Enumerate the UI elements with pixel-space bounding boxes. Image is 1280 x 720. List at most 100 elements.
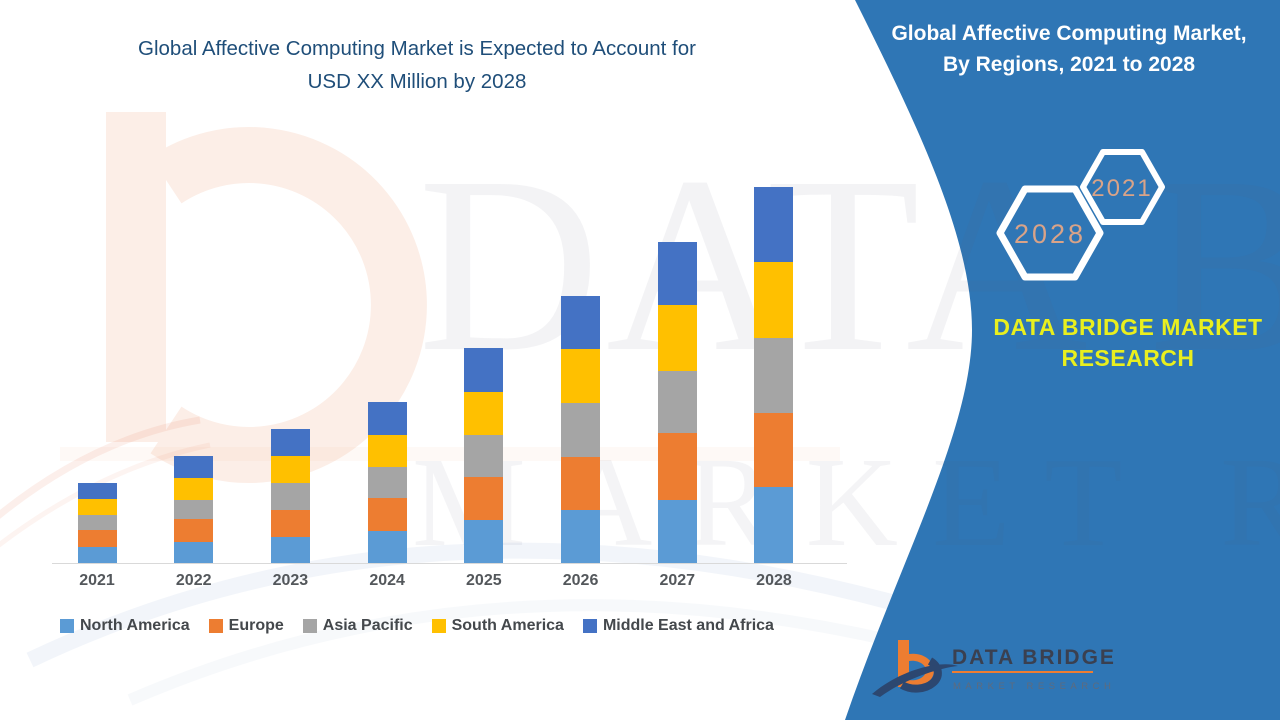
bar-2021 xyxy=(77,483,117,563)
bar-2025 xyxy=(464,348,504,563)
brand-text: DATA BRIDGE MARKET RESEARCH xyxy=(950,312,1280,374)
x-tick-label-2027: 2027 xyxy=(659,572,696,589)
legend-item-north-america: North America xyxy=(60,617,190,635)
watermark-swoosh-light xyxy=(26,542,923,668)
legend-label: South America xyxy=(451,617,564,634)
badge-year-left: 2028 xyxy=(1014,219,1086,249)
bar-segment-europe xyxy=(754,413,794,487)
legend-label: Middle East and Africa xyxy=(602,617,774,634)
logo-name: DATA BRIDGE xyxy=(952,646,1116,669)
panel-title: Global Affective Computing Market, By Re… xyxy=(870,18,1268,80)
logo-swoosh-icon xyxy=(872,664,958,697)
legend-item-asia-pacific: Asia Pacific xyxy=(302,617,413,635)
bar-2027 xyxy=(657,242,697,563)
bar-segment-north-america xyxy=(270,537,310,563)
x-tick-label-2024: 2024 xyxy=(369,572,405,589)
legend-swatch-icon xyxy=(208,619,223,633)
bar-segment-middle-east-and-africa xyxy=(561,296,601,349)
bar-2026 xyxy=(561,296,601,563)
bar-segment-asia-pacific xyxy=(174,500,214,519)
logo-b-icon xyxy=(898,640,934,688)
watermark-band xyxy=(60,447,840,461)
legend-label: Europe xyxy=(228,617,284,634)
legend-swatch-icon xyxy=(431,619,446,633)
legend-label: Asia Pacific xyxy=(322,617,413,634)
bar-segment-north-america xyxy=(754,487,794,563)
x-axis-labels: 2021 2022 2023 2024 2025 2026 2027 2028 xyxy=(52,572,847,596)
logo-subtitle: MARKET RESEARCH xyxy=(953,681,1115,692)
bar-segment-middle-east-and-africa xyxy=(464,348,504,392)
logo-d-ring-icon xyxy=(899,657,942,693)
bar-segment-north-america xyxy=(174,542,214,563)
bar-segment-south-america xyxy=(77,499,117,515)
chart-title-line2: USD XX Million by 2028 xyxy=(307,70,527,93)
bar-segment-middle-east-and-africa xyxy=(657,242,697,305)
x-tick-label-2023: 2023 xyxy=(272,572,309,589)
bar-segment-asia-pacific xyxy=(561,403,601,457)
bar-segment-middle-east-and-africa xyxy=(754,187,794,262)
bar-segment-south-america xyxy=(174,478,214,500)
bar-segment-europe xyxy=(77,530,117,547)
bar-segment-south-america xyxy=(657,305,697,371)
panel-title-line1: Global Affective Computing Market, xyxy=(891,22,1247,45)
x-tick-label-2022: 2022 xyxy=(175,572,212,589)
bar-segment-north-america xyxy=(561,510,601,563)
legend-label: North America xyxy=(80,617,190,634)
bar-segment-south-america xyxy=(367,435,407,467)
legend-swatch-icon xyxy=(582,619,597,633)
x-tick-label-2026: 2026 xyxy=(562,572,599,589)
watermark-b-bowl xyxy=(150,127,427,483)
bar-segment-asia-pacific xyxy=(754,338,794,413)
bar-segment-south-america xyxy=(464,392,504,435)
bar-2022 xyxy=(174,456,214,563)
bar-segment-asia-pacific xyxy=(657,371,697,433)
x-tick-label-2028: 2028 xyxy=(756,572,792,589)
legend-item-middle-east-and-africa: Middle East and Africa xyxy=(582,617,774,635)
plot-area xyxy=(52,170,847,564)
watermark-swoosh-light-2 xyxy=(127,599,932,706)
bar-segment-asia-pacific xyxy=(270,483,310,510)
bar-segment-south-america xyxy=(561,349,601,403)
bar-segment-asia-pacific xyxy=(367,467,407,498)
watermark-red-swoosh xyxy=(0,416,201,519)
bar-segment-middle-east-and-africa xyxy=(174,456,214,478)
bar-segment-middle-east-and-africa xyxy=(270,429,310,456)
watermark-text-row2: MARKET RESEARCH xyxy=(412,438,1280,566)
bar-segment-europe xyxy=(657,433,697,500)
logo-underline xyxy=(952,671,1093,673)
bar-segment-europe xyxy=(270,510,310,537)
brand-text-line1: DATA BRIDGE MARKET xyxy=(993,314,1263,340)
side-panel-background xyxy=(845,0,1280,720)
legend-item-south-america: South America xyxy=(431,617,564,635)
chart-title-line1: Global Affective Computing Market is Exp… xyxy=(138,37,696,60)
bar-2023 xyxy=(270,429,310,563)
bar-segment-europe xyxy=(174,519,214,542)
bar-segment-north-america xyxy=(367,531,407,563)
panel-title-line2: By Regions, 2021 to 2028 xyxy=(942,53,1196,76)
badge-year-right: 2021 xyxy=(1091,175,1152,202)
legend: North America Europe Asia Pacific South Ame… xyxy=(60,617,774,635)
watermark-b-stem xyxy=(106,112,166,442)
legend-swatch-icon xyxy=(302,619,317,633)
bar-segment-south-america xyxy=(754,262,794,338)
bar-segment-middle-east-and-africa xyxy=(77,483,117,499)
bar-segment-asia-pacific xyxy=(77,515,117,530)
bar-segment-south-america xyxy=(270,456,310,483)
x-tick-label-2021: 2021 xyxy=(79,572,115,589)
bar-segment-north-america xyxy=(657,500,697,563)
hexagon-badge-2021 xyxy=(1080,149,1165,225)
bar-segment-north-america xyxy=(464,520,504,563)
bar-2028 xyxy=(754,187,794,563)
legend-swatch-icon xyxy=(60,619,74,633)
bar-segment-europe xyxy=(561,457,601,510)
bar-segment-middle-east-and-africa xyxy=(367,402,407,435)
bar-2024 xyxy=(367,402,407,563)
bar-segment-europe xyxy=(464,477,504,520)
chart-title: Global Affective Computing Market is Exp… xyxy=(37,32,797,98)
bar-segment-north-america xyxy=(77,547,117,563)
brand-text-line2: RESEARCH xyxy=(1061,345,1195,371)
x-tick-label-2025: 2025 xyxy=(466,572,502,589)
